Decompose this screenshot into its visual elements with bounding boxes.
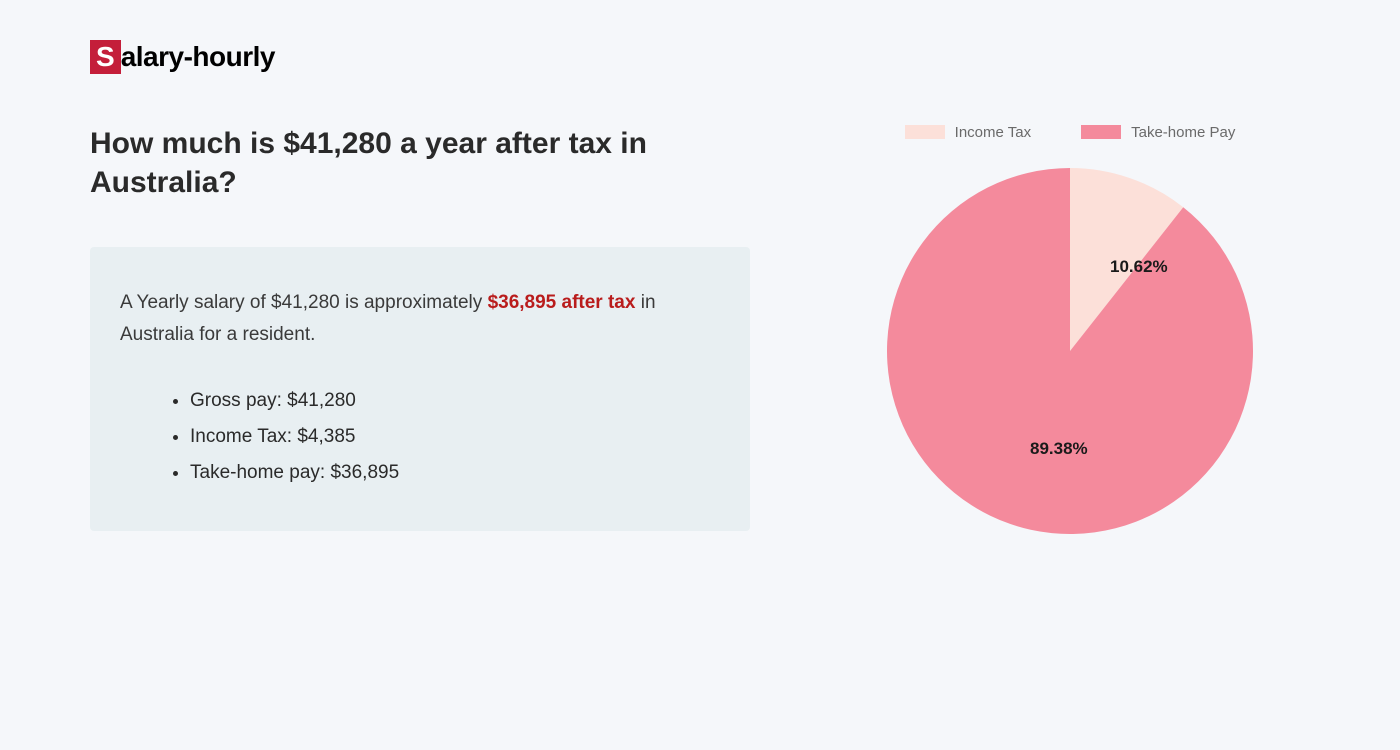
breakdown-list: Gross pay: $41,280 Income Tax: $4,385 Ta… bbox=[120, 383, 720, 491]
legend-label: Take-home Pay bbox=[1131, 124, 1235, 141]
summary-text: A Yearly salary of $41,280 is approximat… bbox=[120, 287, 720, 352]
list-item: Income Tax: $4,385 bbox=[190, 419, 720, 455]
slice-label-income-tax: 10.62% bbox=[1110, 257, 1168, 277]
list-item: Gross pay: $41,280 bbox=[190, 383, 720, 419]
page-heading: How much is $41,280 a year after tax in … bbox=[90, 124, 750, 202]
legend-item: Income Tax bbox=[905, 124, 1031, 141]
left-panel: How much is $41,280 a year after tax in … bbox=[90, 124, 750, 541]
slice-label-take-home: 89.38% bbox=[1030, 439, 1088, 459]
pie-chart: 10.62% 89.38% bbox=[885, 151, 1255, 541]
summary-highlight: $36,895 after tax bbox=[488, 292, 636, 313]
list-item: Take-home pay: $36,895 bbox=[190, 455, 720, 491]
logo-text: alary-hourly bbox=[121, 41, 275, 73]
chart-panel: Income Tax Take-home Pay 10.62% 89.38% bbox=[830, 124, 1310, 541]
legend-label: Income Tax bbox=[955, 124, 1031, 141]
summary-box: A Yearly salary of $41,280 is approximat… bbox=[90, 247, 750, 532]
legend-swatch-income-tax bbox=[905, 125, 945, 139]
site-logo: Salary-hourly bbox=[90, 40, 1310, 74]
pie-svg bbox=[885, 151, 1255, 541]
summary-prefix: A Yearly salary of $41,280 is approximat… bbox=[120, 292, 488, 313]
logo-letter: S bbox=[90, 40, 121, 74]
chart-legend: Income Tax Take-home Pay bbox=[830, 124, 1310, 141]
legend-swatch-take-home bbox=[1081, 125, 1121, 139]
legend-item: Take-home Pay bbox=[1081, 124, 1235, 141]
